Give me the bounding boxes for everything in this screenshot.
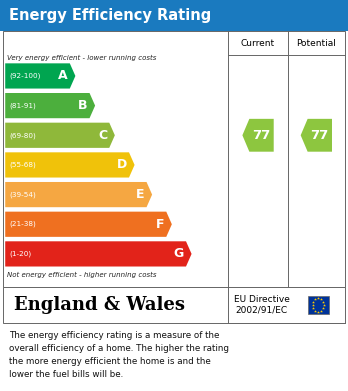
Text: EU Directive
2002/91/EC: EU Directive 2002/91/EC xyxy=(234,295,290,315)
Polygon shape xyxy=(5,182,152,207)
Bar xyxy=(0,0,348,31)
Text: (21-38): (21-38) xyxy=(9,221,36,228)
Text: F: F xyxy=(156,218,164,231)
Polygon shape xyxy=(5,123,115,148)
Text: G: G xyxy=(174,248,184,260)
Text: (81-91): (81-91) xyxy=(9,102,36,109)
Text: Current: Current xyxy=(241,38,275,48)
Text: E: E xyxy=(136,188,144,201)
Text: (39-54): (39-54) xyxy=(9,191,36,198)
Polygon shape xyxy=(301,119,332,152)
Text: (92-100): (92-100) xyxy=(9,73,41,79)
Bar xyxy=(308,296,329,314)
Text: D: D xyxy=(117,158,127,171)
Bar xyxy=(3,31,345,287)
Polygon shape xyxy=(5,63,76,88)
Polygon shape xyxy=(242,119,274,152)
Text: Very energy efficient - lower running costs: Very energy efficient - lower running co… xyxy=(7,55,156,61)
Text: B: B xyxy=(78,99,87,112)
Text: 77: 77 xyxy=(310,129,328,142)
Text: (1-20): (1-20) xyxy=(9,251,32,257)
Text: (69-80): (69-80) xyxy=(9,132,36,138)
Polygon shape xyxy=(5,212,172,237)
Polygon shape xyxy=(5,93,95,118)
Polygon shape xyxy=(5,152,135,178)
Text: 77: 77 xyxy=(252,129,270,142)
Text: England & Wales: England & Wales xyxy=(14,296,185,314)
Text: (55-68): (55-68) xyxy=(9,161,36,168)
Text: The energy efficiency rating is a measure of the
overall efficiency of a home. T: The energy efficiency rating is a measur… xyxy=(9,331,229,378)
Text: Not energy efficient - higher running costs: Not energy efficient - higher running co… xyxy=(7,272,157,278)
Text: A: A xyxy=(58,70,68,83)
Text: C: C xyxy=(98,129,107,142)
Bar xyxy=(3,287,345,323)
Polygon shape xyxy=(5,241,191,267)
Text: Energy Efficiency Rating: Energy Efficiency Rating xyxy=(9,8,211,23)
Text: Potential: Potential xyxy=(296,38,336,48)
